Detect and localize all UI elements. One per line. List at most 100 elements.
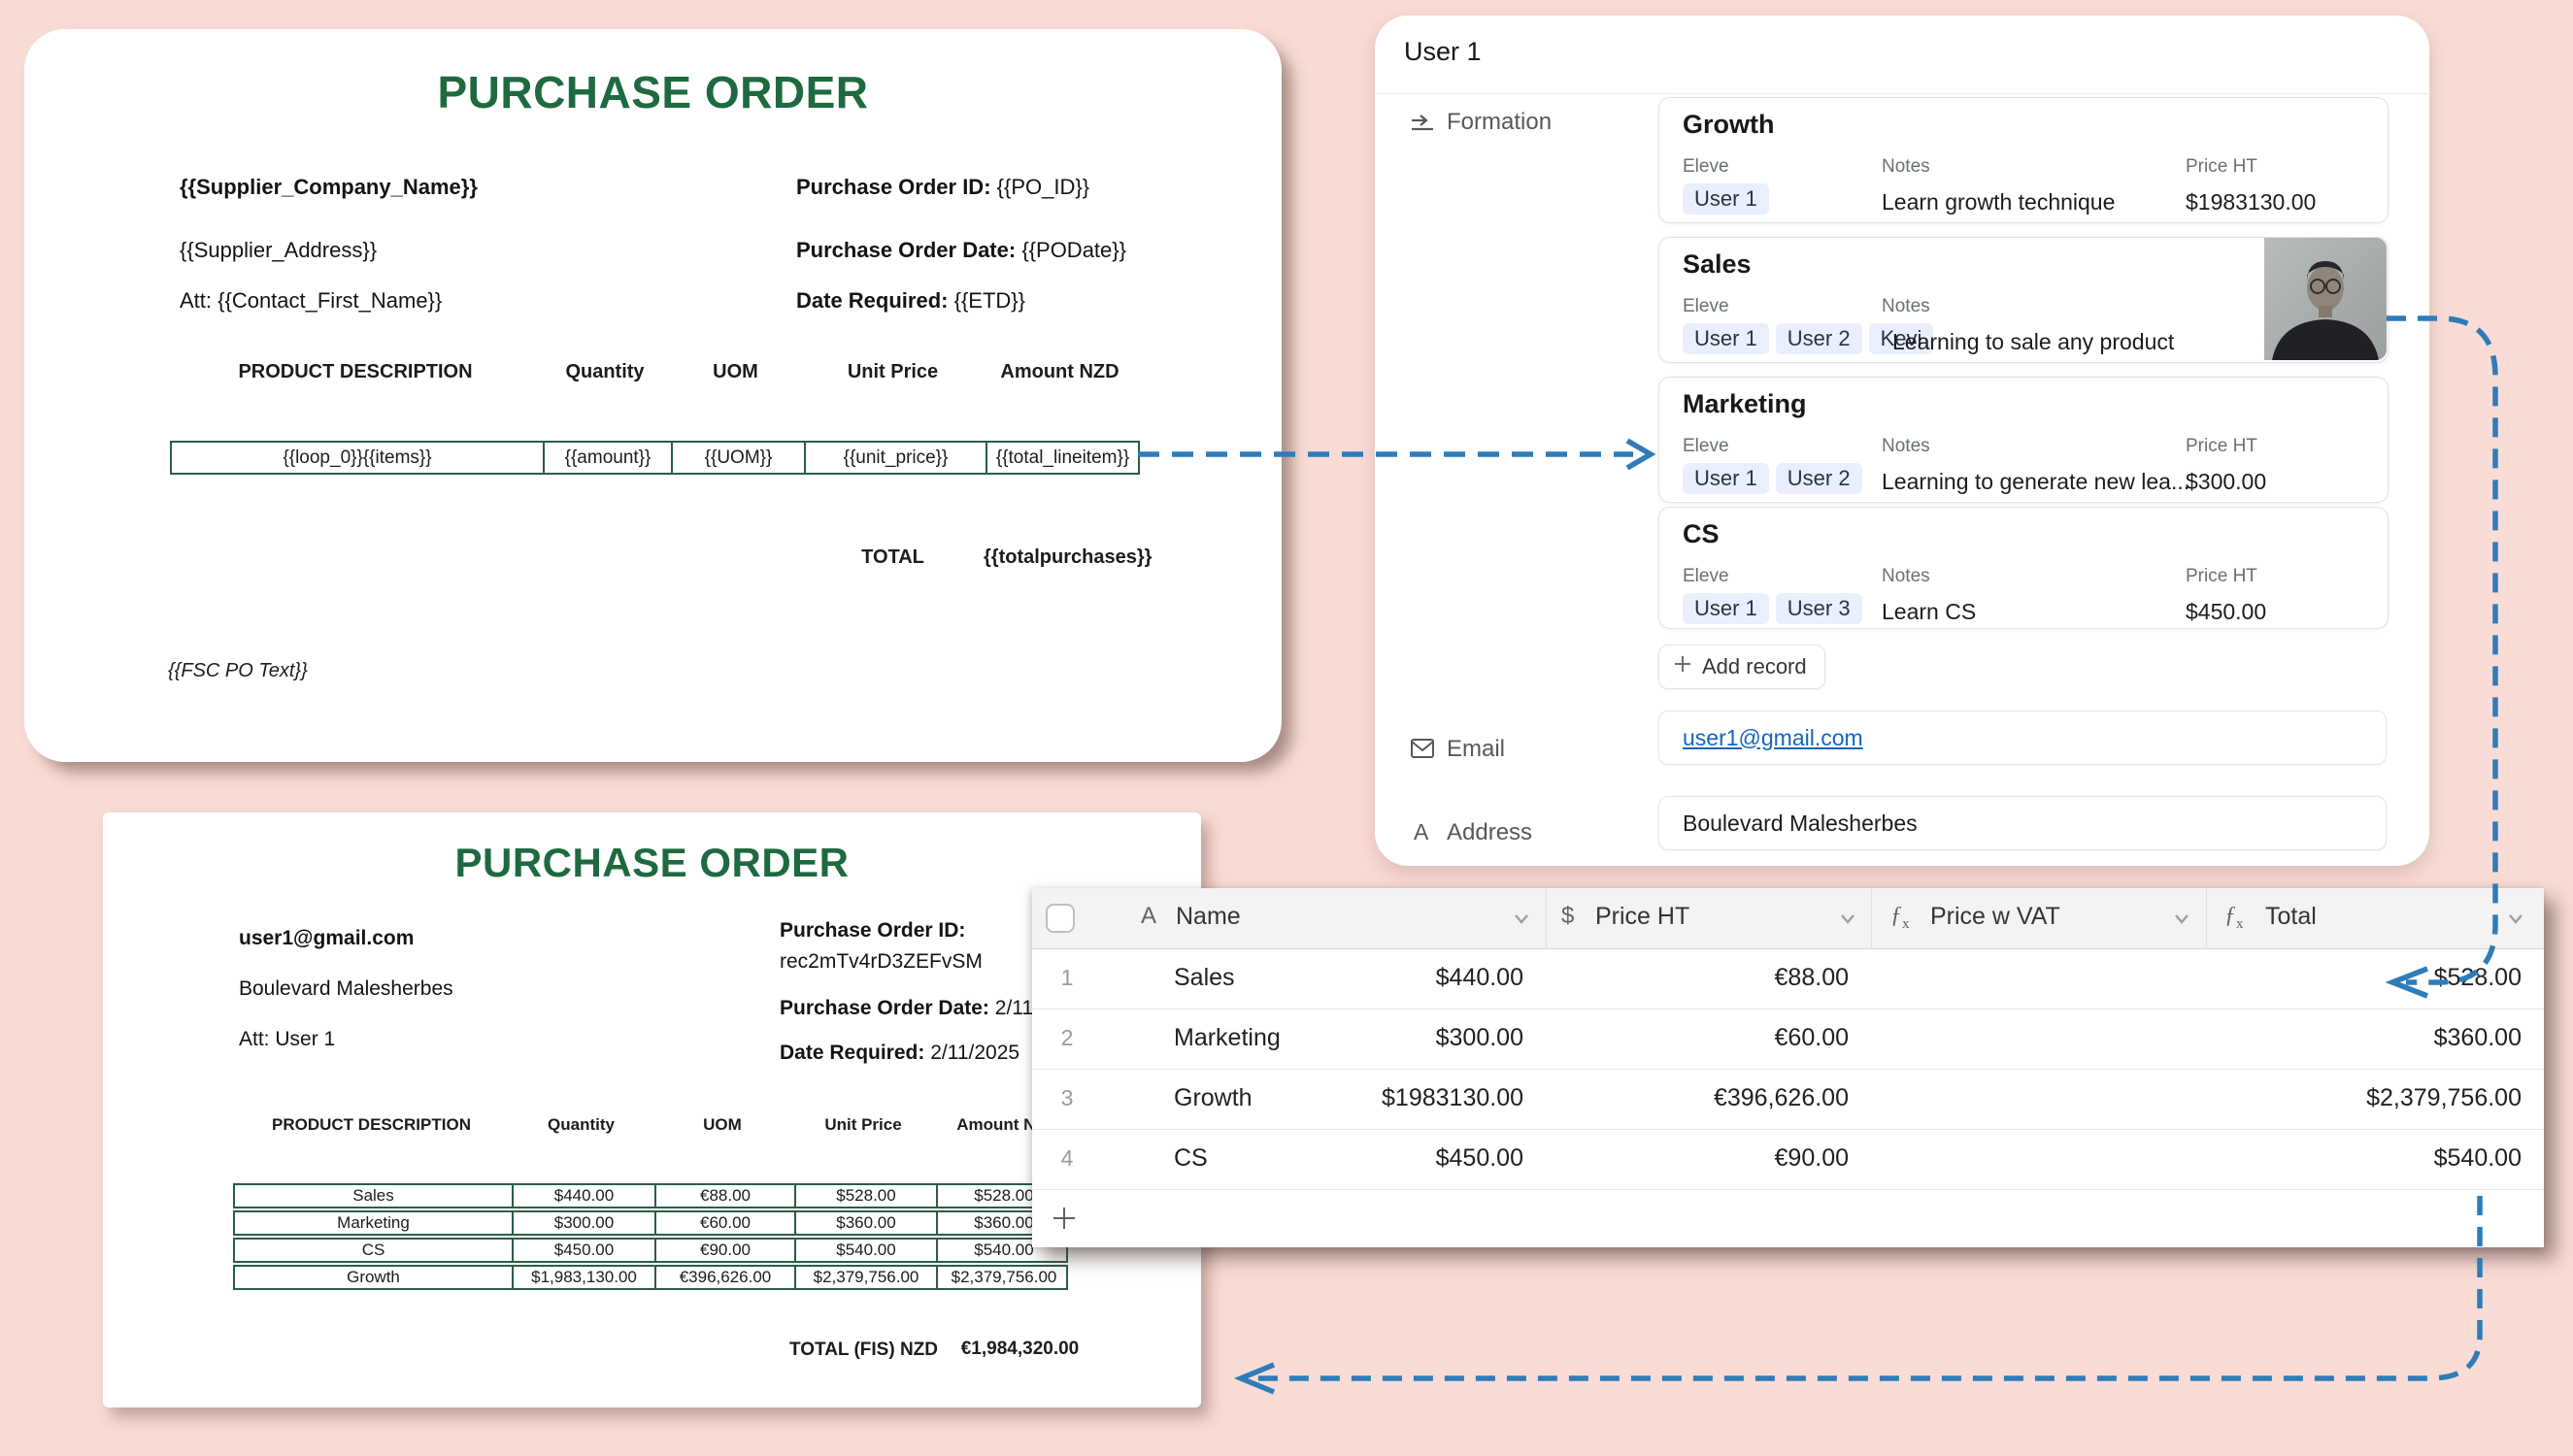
chevron-down-icon[interactable] (2504, 910, 2527, 934)
formation-card-sales[interactable]: Sales Eleve Notes User 1 User 2 Kevi Lea… (1658, 237, 2389, 363)
user-chip[interactable]: User 2 (1775, 323, 1862, 354)
cell: $1,983,130.00 (512, 1267, 654, 1288)
gen-address: Boulevard Malesherbes (239, 977, 453, 1000)
cell-price-w-vat[interactable]: €88.00 (1774, 964, 1849, 991)
cell-name[interactable]: Growth (1174, 1084, 1253, 1111)
cell: CS (361, 1241, 385, 1259)
cell: $528.00 (936, 1185, 1070, 1207)
template-po-document: PURCHASE ORDER {{Supplier_Company_Name}}… (24, 29, 1282, 762)
user-chip[interactable]: User 1 (1683, 323, 1769, 354)
cell: €88.00 (654, 1185, 794, 1207)
cell-name[interactable]: Marketing (1174, 1024, 1281, 1051)
col-product-description: PRODUCT DESCRIPTION (272, 1115, 471, 1134)
record-detail-panel: User 1 Formation Growth Eleve Notes Pric… (1375, 16, 2429, 866)
formation-card-marketing[interactable]: Marketing Eleve Notes Price HT User 1 Us… (1658, 377, 2389, 503)
add-record-button[interactable]: Add record (1658, 645, 1825, 689)
po-date-label: Purchase Order Date: (796, 238, 1017, 262)
cell: $2,379,756.00 (794, 1267, 936, 1288)
price-ht-label: Price HT (2186, 566, 2257, 586)
cell-price-w-vat[interactable]: €90.00 (1774, 1144, 1849, 1172)
cell: $540.00 (936, 1240, 1070, 1261)
eleve-label: Eleve (1683, 156, 1729, 177)
notes-label: Notes (1882, 436, 1930, 456)
user-chip[interactable]: User 1 (1683, 183, 1769, 215)
gen-date-required-label: Date Required: (780, 1042, 925, 1064)
notes-value: Learn CS (1882, 599, 1977, 624)
email-field[interactable]: user1@gmail.com (1658, 711, 2387, 765)
cell-price-ht[interactable]: $450.00 (1435, 1144, 1523, 1172)
formula-field-icon: ƒx (1890, 903, 1910, 933)
user-chip[interactable]: User 1 (1683, 463, 1769, 494)
notes-value: Learn growth technique (1882, 189, 2116, 215)
template-total-label: TOTAL (861, 546, 924, 568)
column-header-price-w-vat[interactable]: Price w VAT (1930, 903, 2060, 930)
eleve-chips: User 1 User 3 (1683, 593, 1862, 624)
eleve-label: Eleve (1683, 436, 1729, 456)
add-row-button[interactable] (1032, 1190, 2544, 1247)
po-date-placeholder: {{PODate}} (1021, 238, 1126, 262)
email-value-link[interactable]: user1@gmail.com (1683, 724, 1863, 750)
eleve-chips: User 1 User 2 Kevi (1683, 323, 1934, 354)
cell-price-ht[interactable]: $1983130.00 (1382, 1084, 1523, 1111)
formation-field-label: Formation (1447, 109, 1553, 135)
col-unit-price: Unit Price (847, 361, 939, 382)
col-unit-price: Unit Price (824, 1115, 902, 1134)
cell-name[interactable]: Sales (1174, 964, 1235, 991)
generated-po-document: PURCHASE ORDER user1@gmail.com Boulevard… (103, 812, 1201, 1407)
column-header-price-ht[interactable]: Price HT (1595, 903, 1690, 930)
date-required-line: Date Required: {{ETD}} (796, 288, 1025, 314)
att-placeholder: Att: {{Contact_First_Name}} (180, 288, 443, 313)
user-chip[interactable]: Kevi (1868, 323, 1934, 354)
gen-total-value: €1,984,320.00 (960, 1339, 1080, 1359)
cell-price-w-vat[interactable]: €396,626.00 (1713, 1084, 1849, 1111)
user-chip[interactable]: User 3 (1775, 593, 1862, 624)
gen-date-required-value: 2/11/2025 (930, 1042, 1020, 1064)
date-required-label: Date Required: (796, 288, 949, 313)
cell-total[interactable]: $2,379,756.00 (2366, 1084, 2522, 1111)
cell: $360.00 (794, 1212, 936, 1234)
formula-sub: x (2236, 915, 2244, 932)
user-chip[interactable]: User 1 (1683, 593, 1769, 624)
formation-card-cs[interactable]: CS Eleve Notes Price HT User 1 User 3 Le… (1658, 507, 2389, 629)
panel-divider (1375, 93, 2429, 94)
eleve-chips: User 1 (1683, 183, 1769, 215)
add-record-label: Add record (1702, 654, 1807, 678)
text-field-icon: A (1414, 819, 1429, 844)
row-number: 4 (1060, 1145, 1074, 1171)
gen-table-header: PRODUCT DESCRIPTION Quantity UOM Unit Pr… (233, 1115, 1068, 1135)
gen-row-marketing: Marketing $300.00 €60.00 $360.00 $360.00 (233, 1210, 1068, 1236)
text-field-icon: A (1141, 903, 1157, 929)
cell: $2,379,756.00 (936, 1267, 1070, 1288)
address-field[interactable]: Boulevard Malesherbes (1658, 796, 2387, 850)
cell-total[interactable]: $540.00 (2433, 1144, 2522, 1172)
cell: $300.00 (512, 1212, 654, 1234)
record-photo[interactable] (2264, 238, 2387, 360)
template-line-item-row: {{loop_0}}{{items}} {{amount}} {{UOM}} {… (170, 441, 1140, 475)
cell-price-w-vat[interactable]: €60.00 (1774, 1024, 1849, 1051)
po-id-label: Purchase Order ID: (796, 175, 991, 199)
price-ht-value: $450.00 (2186, 599, 2267, 624)
cell-total[interactable]: $360.00 (2433, 1024, 2522, 1051)
column-header-total[interactable]: Total (2265, 903, 2317, 930)
col-uom: UOM (703, 1115, 742, 1134)
column-header-name[interactable]: Name (1176, 903, 1241, 930)
eleve-label: Eleve (1683, 296, 1729, 316)
plus-icon (1052, 1206, 1077, 1236)
linked-records-icon (1410, 113, 1435, 141)
date-required-placeholder: {{ETD}} (953, 288, 1025, 313)
cell-name[interactable]: CS (1174, 1144, 1208, 1172)
user-chip[interactable]: User 2 (1775, 463, 1862, 494)
price-ht-value: $1983130.00 (2186, 189, 2317, 215)
formation-card-growth[interactable]: Growth Eleve Notes Price HT User 1 Learn… (1658, 97, 2389, 223)
table-row: 3 Growth $1983130.00 €396,626.00 $2,379,… (1032, 1070, 2544, 1130)
po-date-line: Purchase Order Date: {{PODate}} (796, 238, 1126, 263)
cell-price-ht[interactable]: $440.00 (1435, 964, 1523, 991)
formula-sub: x (1902, 915, 1910, 932)
chevron-down-icon[interactable] (1510, 910, 1533, 934)
cell-price-ht[interactable]: $300.00 (1435, 1024, 1523, 1051)
select-all-checkbox[interactable] (1046, 904, 1075, 933)
chevron-down-icon[interactable] (2170, 910, 2193, 934)
cell-total[interactable]: $528.00 (2433, 964, 2522, 991)
chevron-down-icon[interactable] (1836, 910, 1859, 934)
eleve-chips: User 1 User 2 (1683, 463, 1862, 494)
